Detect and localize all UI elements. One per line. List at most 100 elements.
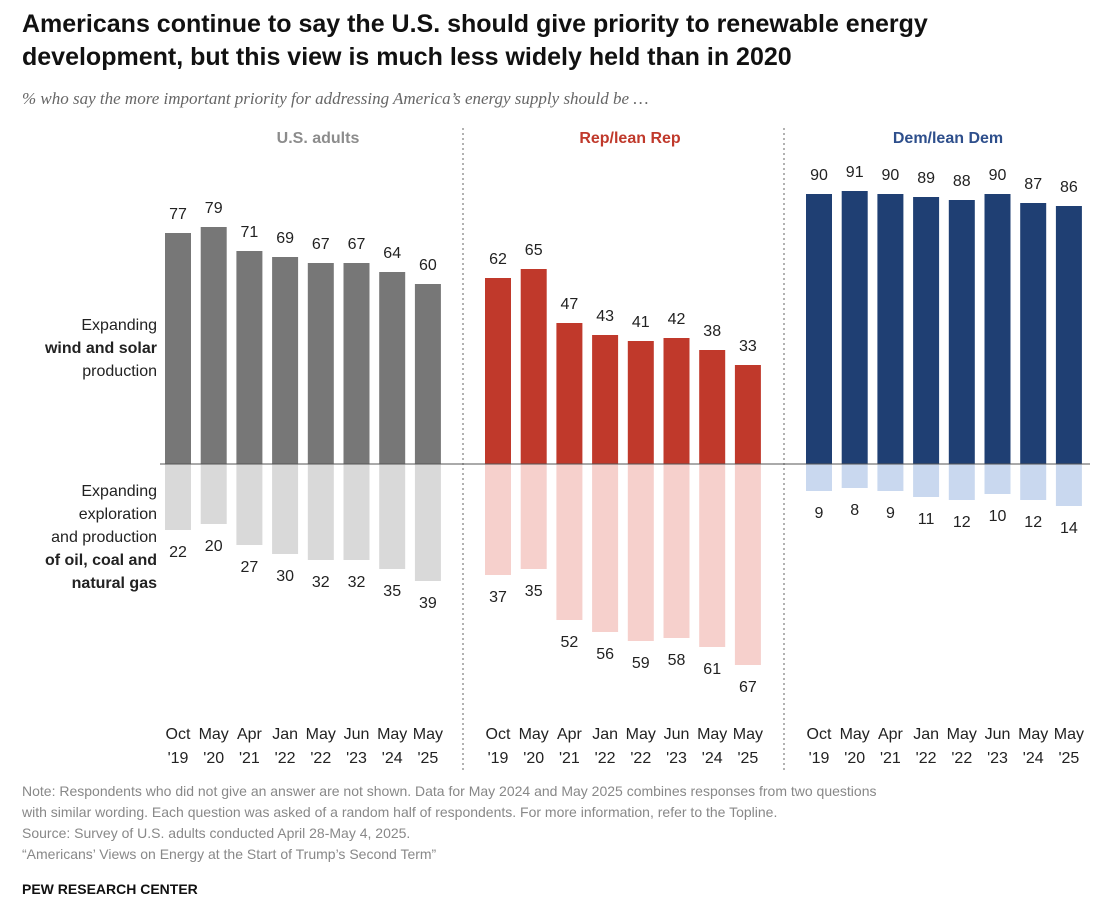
data-label: 56 [596, 646, 614, 663]
row-label-renewable: production [82, 363, 157, 380]
tick-label: '21 [880, 750, 901, 767]
panel-title: Dem/lean Dem [893, 130, 1003, 147]
data-label: 8 [850, 502, 859, 519]
bar-positive [1020, 203, 1047, 464]
data-label: 88 [953, 173, 971, 190]
data-label: 65 [525, 242, 543, 259]
bar-negative [343, 464, 370, 560]
data-label: 12 [953, 514, 971, 531]
data-label: 87 [1024, 176, 1042, 193]
tick-label: May [697, 726, 727, 743]
data-label: 33 [739, 338, 757, 355]
row-label-renewable: wind and solar [44, 340, 157, 357]
tick-label: Jan [272, 726, 298, 743]
data-label: 67 [312, 236, 330, 253]
data-label: 38 [703, 323, 721, 340]
data-label: 11 [918, 511, 935, 528]
tick-label: Apr [557, 726, 583, 743]
bar-negative [414, 464, 441, 581]
chart-title-line-2: development, but this view is much less … [22, 43, 792, 71]
row-label-fossil: and production [51, 529, 157, 546]
data-label: 79 [205, 200, 223, 217]
data-label: 32 [348, 574, 366, 591]
row-label-renewable: Expanding [81, 317, 157, 334]
bar-negative [556, 464, 583, 620]
data-label: 22 [169, 544, 187, 561]
tick-label: Jun [664, 726, 690, 743]
data-label: 27 [241, 559, 259, 576]
tick-label: '25 [737, 750, 758, 767]
bar-positive [343, 263, 370, 464]
bar-positive [627, 341, 654, 464]
panel-title: U.S. adults [277, 130, 360, 147]
tick-label: '20 [203, 750, 224, 767]
tick-label: '22 [275, 750, 296, 767]
tick-label: '19 [809, 750, 830, 767]
tick-label: '21 [559, 750, 580, 767]
bar-negative [984, 464, 1011, 494]
bar-positive [592, 335, 619, 464]
tick-label: '20 [844, 750, 865, 767]
tick-label: Oct [486, 726, 511, 743]
bar-negative [379, 464, 406, 569]
tick-label: Oct [807, 726, 832, 743]
data-label: 64 [383, 245, 401, 262]
bar-negative [485, 464, 511, 575]
tick-label: '25 [1058, 750, 1079, 767]
chart-title: Americans continue to say the U.S. shoul… [22, 8, 1102, 74]
tick-label: Apr [237, 726, 263, 743]
data-label: 37 [489, 589, 507, 606]
row-label-fossil: Expanding [81, 483, 157, 500]
bar-positive [1055, 206, 1082, 464]
data-label: 91 [846, 164, 864, 181]
bar-positive [806, 194, 832, 464]
bar-positive [734, 365, 761, 464]
bar-positive [236, 251, 263, 464]
data-label: 35 [525, 583, 543, 600]
tick-label: Jan [913, 726, 939, 743]
chart-subtitle: % who say the more important priority fo… [22, 89, 649, 108]
data-label: 9 [886, 505, 895, 522]
data-label: 41 [632, 314, 650, 331]
data-label: 67 [348, 236, 366, 253]
tick-label: '23 [346, 750, 367, 767]
bar-negative [520, 464, 547, 569]
data-label: 58 [668, 652, 686, 669]
tick-label: Apr [878, 726, 904, 743]
bar-negative [699, 464, 726, 647]
data-label: 12 [1024, 514, 1042, 531]
bar-positive [663, 338, 690, 464]
bar-negative [1020, 464, 1047, 500]
bar-positive [307, 263, 334, 464]
data-label: 39 [419, 595, 437, 612]
bar-positive [200, 227, 227, 464]
bar-negative [806, 464, 832, 491]
tick-label: May [733, 726, 763, 743]
source-line: Source: Survey of U.S. adults conducted … [22, 825, 411, 841]
tick-label: '24 [382, 750, 403, 767]
tick-label: May [199, 726, 229, 743]
brand-logo-text: PEW RESEARCH CENTER [22, 881, 198, 897]
row-label-fossil: natural gas [72, 575, 157, 592]
bar-negative [1055, 464, 1082, 506]
data-label: 42 [668, 311, 686, 328]
tick-label: Jun [985, 726, 1011, 743]
data-label: 60 [419, 257, 437, 274]
tick-label: '23 [666, 750, 687, 767]
bar-negative [627, 464, 654, 641]
tick-label: May [413, 726, 443, 743]
bar-negative [592, 464, 619, 632]
tick-label: '23 [987, 750, 1008, 767]
tick-label: May [626, 726, 656, 743]
tick-label: '22 [916, 750, 937, 767]
bar-negative [307, 464, 334, 560]
data-label: 14 [1060, 520, 1078, 537]
tick-label: '20 [523, 750, 544, 767]
data-label: 67 [739, 679, 757, 696]
bar-positive [877, 194, 904, 464]
panel-title: Rep/lean Rep [579, 130, 681, 147]
row-label-fossil: exploration [79, 506, 157, 523]
note-line: with similar wording. Each question was … [22, 804, 778, 820]
tick-label: '22 [630, 750, 651, 767]
data-label: 47 [561, 296, 579, 313]
